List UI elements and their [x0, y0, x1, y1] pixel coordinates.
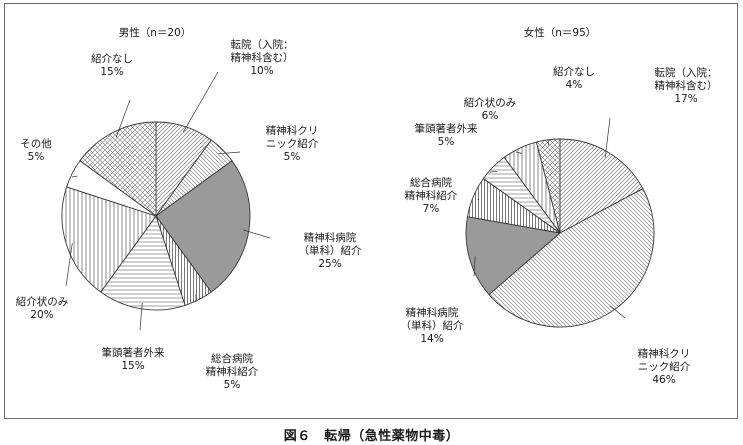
- male-label-general: 総合病院精神科紹介 5%: [206, 352, 259, 391]
- male-label-clinic: 精神科クリニック紹介 5%: [266, 124, 319, 163]
- female-label-general: 総合病院精神科紹介 7%: [405, 176, 458, 215]
- female-label-clinic: 精神科クリニック紹介 46%: [638, 347, 691, 386]
- male-leader-none: [115, 99, 131, 138]
- female-leader-general: [477, 198, 480, 201]
- male-label-tenin: 転院（入院：精神科含む） 10%: [231, 38, 294, 77]
- male-slice-author: [100, 215, 186, 311]
- male-slice-letter: [61, 186, 157, 293]
- male-label-author: 筆頭著者外来 15%: [102, 346, 165, 372]
- female-leader-author: [489, 170, 498, 173]
- female-label-letter: 紹介状のみ 6%: [464, 96, 517, 122]
- male-pie: 転院（入院：精神科含む） 10% 精神科クリニック紹介 5% 精神科病院（単科）紹介 25…: [16, 38, 362, 391]
- female-pie: 転院（入院：精神科含む） 17% 精神科クリニック紹介 46% 精神科病院（単科）紹介 1…: [401, 65, 718, 386]
- male-leader-hospital: [242, 229, 271, 239]
- male-slice-none: [79, 121, 157, 217]
- female-label-author: 筆頭著者外来 5%: [415, 122, 478, 148]
- male-leader-author: [139, 302, 143, 331]
- male-leader-tenin: [182, 71, 219, 133]
- female-chart-title: 女性（n＝95）: [524, 26, 597, 39]
- female-label-hospital: 精神科病院（単科）紹介 14%: [401, 306, 464, 345]
- male-label-other: その他 5%: [20, 137, 52, 163]
- male-label-hospital: 精神科病院（単科）紹介 25%: [299, 231, 362, 270]
- female-slice-none: [535, 138, 561, 234]
- figure-frame: [4, 3, 738, 419]
- female-slice-hospital: [465, 216, 562, 296]
- figure-caption: 図６ 転帰（急性薬物中毒）: [283, 429, 460, 444]
- female-leader-letter: [515, 151, 523, 154]
- female-slice-clinic: [488, 188, 655, 328]
- figure-canvas: 男性（n＝20） 女性（n＝95） 転院（入院：精神科含む） 10% 精神科クリニッ…: [16, 26, 718, 391]
- male-chart-title: 男性（n＝20）: [119, 26, 192, 39]
- female-leader-tenin: [604, 117, 611, 158]
- female-label-tenin: 転院（入院：精神科含む） 17%: [655, 66, 718, 105]
- male-leader-other: [71, 175, 78, 178]
- female-label-none: 紹介なし 4%: [553, 65, 595, 91]
- female-slice-tenin: [559, 138, 644, 234]
- male-leader-clinic: [218, 151, 241, 155]
- male-label-none: 紹介なし 15%: [91, 52, 133, 78]
- female-leader-hospital: [473, 256, 476, 277]
- female-leader-clinic: [609, 305, 626, 319]
- male-slice-hospital: [155, 160, 251, 293]
- male-label-letter: 紹介状のみ 20%: [16, 295, 69, 321]
- female-leader-none: [547, 139, 550, 146]
- male-leader-letter: [65, 243, 73, 287]
